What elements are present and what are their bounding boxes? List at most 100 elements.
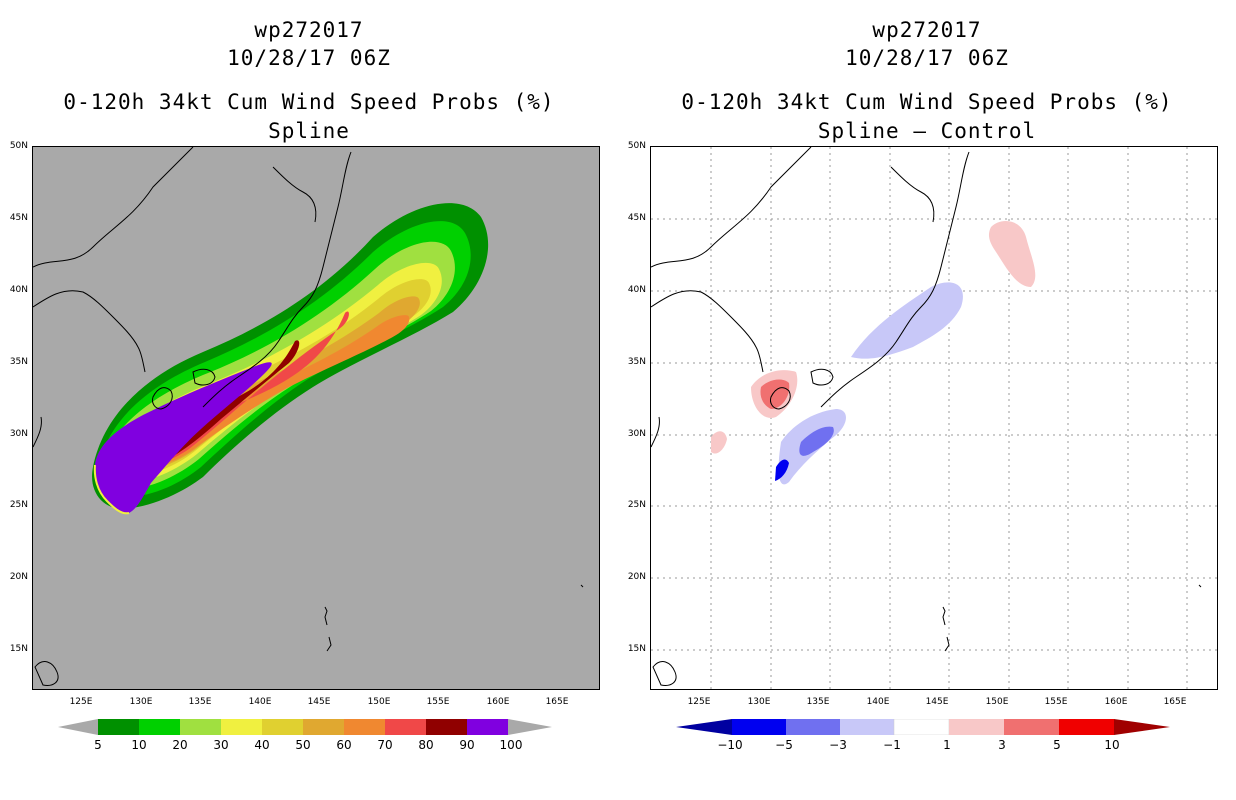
colorbar-label-minus3: −3 <box>829 738 847 752</box>
lat-label-50n: 50N <box>627 141 646 151</box>
colorbar-seg-4 <box>949 719 1004 735</box>
colorbar-seg-3 <box>221 719 262 735</box>
lat-label-20n: 20N <box>9 572 28 582</box>
islands <box>652 584 1202 686</box>
colorbar-label-5: 5 <box>94 738 102 752</box>
colorbar-seg-4 <box>262 719 303 735</box>
product-subtitle: Spline <box>268 119 350 143</box>
forecast-datetime: 10/28/17 06Z <box>227 46 391 70</box>
lat-label-35n: 35N <box>627 357 646 367</box>
colorbar-label-1: 1 <box>943 738 951 752</box>
lon-label-155e: 155E <box>1044 697 1068 707</box>
lat-label-20n: 20N <box>627 572 646 582</box>
colorbar-low-arrow <box>676 719 732 735</box>
lon-label-150e: 150E <box>367 697 391 707</box>
product-subtitle: Spline – Control <box>817 119 1037 143</box>
colorbar-label-30: 30 <box>213 738 229 752</box>
lon-label-145e: 145E <box>307 697 331 707</box>
diff-positive-light-2 <box>711 431 727 454</box>
lon-label-165e: 165E <box>545 697 569 707</box>
colorbar-label-100: 100 <box>499 738 523 752</box>
colorbar-high-arrow <box>1114 719 1170 735</box>
lat-label-45n: 45N <box>627 213 646 223</box>
colorbar-low-arrow <box>58 719 98 735</box>
colorbar-high-arrow <box>508 719 552 735</box>
lon-label-160e: 160E <box>1104 697 1128 707</box>
colorbar-label-minus5: −5 <box>775 738 793 752</box>
colorbar-seg-6 <box>344 719 385 735</box>
colorbar-label-50: 50 <box>295 738 311 752</box>
colorbar-seg-5 <box>1004 719 1059 735</box>
lon-label-135e: 135E <box>806 697 830 707</box>
colorbar-label-60: 60 <box>336 738 352 752</box>
diff-negative-light <box>851 282 963 359</box>
colorbar-seg-7 <box>385 719 426 735</box>
lon-label-145e: 145E <box>925 697 949 707</box>
lon-label-130e: 130E <box>747 697 771 707</box>
gridlines <box>651 147 1217 689</box>
diff-negative-mid <box>799 426 834 456</box>
colorbar-seg-5 <box>303 719 344 735</box>
colorbar-label-5: 5 <box>1053 738 1061 752</box>
lat-label-25n: 25N <box>9 500 28 510</box>
lon-label-125e: 125E <box>687 697 711 707</box>
lon-label-165e: 165E <box>1163 697 1187 707</box>
diff-negative-strong <box>775 459 789 481</box>
colorbar-label-minus1: −1 <box>883 738 901 752</box>
lat-label-25n: 25N <box>627 500 646 510</box>
lon-label-150e: 150E <box>985 697 1009 707</box>
colorbar-label-80: 80 <box>418 738 434 752</box>
colorbar-label-70: 70 <box>377 738 393 752</box>
difference-map <box>650 146 1218 690</box>
colorbar-label-20: 20 <box>172 738 188 752</box>
lon-label-140e: 140E <box>866 697 890 707</box>
prob-band-90 <box>94 362 272 514</box>
colorbar-seg-0 <box>98 719 139 735</box>
difference-colorbar <box>676 719 1170 735</box>
lat-label-35n: 35N <box>9 357 28 367</box>
colorbar-seg-1 <box>786 719 840 735</box>
colorbar-seg-2 <box>180 719 221 735</box>
probability-map-svg <box>33 147 584 686</box>
lon-label-160e: 160E <box>486 697 510 707</box>
lat-label-30n: 30N <box>9 429 28 439</box>
lon-label-135e: 135E <box>188 697 212 707</box>
lat-label-50n: 50N <box>9 141 28 151</box>
lat-label-15n: 15N <box>9 644 28 654</box>
colorbar-label-90: 90 <box>459 738 475 752</box>
product-title: 0-120h 34kt Cum Wind Speed Probs (%) <box>681 90 1173 114</box>
diff-positive-light-3 <box>988 221 1036 287</box>
forecast-datetime: 10/28/17 06Z <box>845 46 1009 70</box>
storm-id: wp272017 <box>254 18 364 42</box>
probability-map <box>32 146 600 690</box>
lon-label-125e: 125E <box>69 697 93 707</box>
lon-label-155e: 155E <box>426 697 450 707</box>
lon-label-130e: 130E <box>129 697 153 707</box>
colorbar-label-3: 3 <box>998 738 1006 752</box>
storm-id: wp272017 <box>872 18 982 42</box>
lat-label-15n: 15N <box>627 644 646 654</box>
colorbar-seg-9 <box>467 719 508 735</box>
colorbar-seg-6 <box>1059 719 1114 735</box>
colorbar-seg-2 <box>840 719 894 735</box>
difference-map-svg <box>651 147 1217 689</box>
probability-colorbar <box>58 719 552 735</box>
lat-label-30n: 30N <box>627 429 646 439</box>
colorbar-seg-8 <box>426 719 467 735</box>
coastline <box>33 147 352 448</box>
colorbar-label-10: 10 <box>1104 738 1120 752</box>
prob-band-100-outline <box>93 464 130 515</box>
colorbar-seg-1 <box>139 719 180 735</box>
colorbar-label-10: 10 <box>131 738 147 752</box>
right-panel: wp272017 10/28/17 06Z 0-120h 34kt Cum Wi… <box>618 0 1236 800</box>
coastline <box>651 147 970 448</box>
colorbar-seg-0 <box>732 719 786 735</box>
colorbar-label-minus10: −10 <box>717 738 743 752</box>
colorbar-seg-3 <box>893 719 950 735</box>
lat-label-40n: 40N <box>9 285 28 295</box>
islands <box>34 584 584 686</box>
left-panel: wp272017 10/28/17 06Z 0-120h 34kt Cum Wi… <box>9 18 600 752</box>
product-title: 0-120h 34kt Cum Wind Speed Probs (%) <box>63 90 555 114</box>
lat-label-40n: 40N <box>627 285 646 295</box>
diff-positive-mid-1 <box>760 379 790 409</box>
